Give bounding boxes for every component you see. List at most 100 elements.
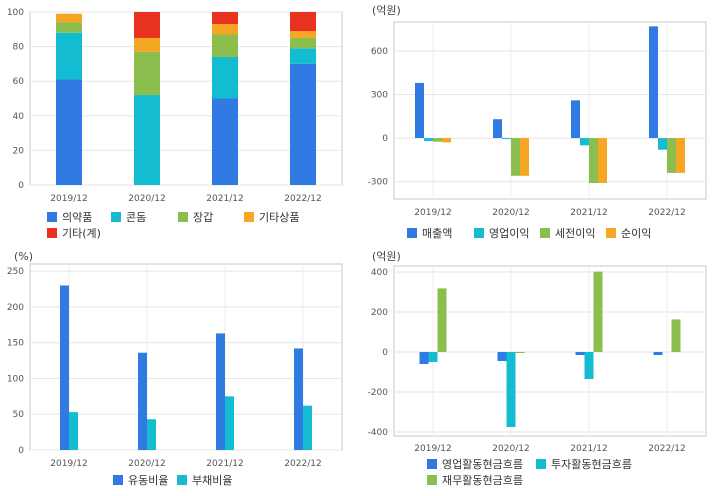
y-tick-label: 300 bbox=[371, 91, 388, 101]
legend-swatch bbox=[47, 228, 57, 238]
x-tick-label: 2019/12 bbox=[414, 208, 451, 218]
legend-swatch bbox=[178, 212, 188, 222]
bar-segment bbox=[56, 22, 82, 33]
bar bbox=[497, 352, 507, 361]
bar bbox=[60, 285, 69, 450]
bar bbox=[571, 100, 580, 139]
bar-segment bbox=[212, 12, 238, 25]
x-tick-label: 2021/12 bbox=[206, 194, 243, 204]
bar bbox=[653, 352, 663, 355]
legend-swatch bbox=[47, 212, 57, 222]
plot-frame bbox=[393, 21, 707, 200]
legend-swatch bbox=[111, 212, 121, 222]
bar-segment bbox=[134, 51, 160, 96]
legend-label: 장갑 bbox=[193, 211, 213, 224]
x-tick-label: 2022/12 bbox=[284, 459, 321, 469]
y-tick-label: 80 bbox=[13, 43, 25, 53]
bar bbox=[69, 412, 78, 450]
bar bbox=[419, 352, 429, 364]
legend-label: 투자활동현금흐름 bbox=[551, 457, 632, 471]
legend-label: 영업이익 bbox=[489, 227, 529, 240]
x-tick-label: 2021/12 bbox=[570, 444, 607, 454]
bar-segment bbox=[212, 24, 238, 35]
legend-swatch bbox=[606, 228, 616, 238]
bar bbox=[303, 405, 312, 450]
legend-label: 순이익 bbox=[621, 227, 651, 240]
bar-segment bbox=[212, 56, 238, 99]
bar bbox=[593, 271, 603, 352]
bar bbox=[580, 138, 589, 146]
bar-segment bbox=[290, 31, 316, 38]
y-tick-label: 50 bbox=[13, 410, 25, 420]
y-tick-label: 100 bbox=[7, 8, 24, 18]
bar bbox=[649, 26, 658, 139]
legend-label: 기타상품 bbox=[259, 211, 299, 224]
bar-segment bbox=[290, 48, 316, 64]
bar-segment bbox=[134, 95, 160, 185]
legend-swatch bbox=[113, 475, 123, 485]
x-tick-label: 2019/12 bbox=[50, 459, 87, 469]
legend-swatch bbox=[540, 228, 550, 238]
legend-swatch bbox=[427, 475, 437, 485]
y-tick-label: 0 bbox=[18, 446, 24, 456]
bar bbox=[584, 352, 594, 379]
chart-product-mix: 0 20 40 60 80 100 2019/12 2020/12 2021/12 2022/12… bbox=[7, 8, 343, 240]
bar bbox=[216, 333, 225, 450]
y-tick-label: -400 bbox=[368, 428, 389, 438]
bar bbox=[598, 138, 607, 184]
x-tick-label: 2021/12 bbox=[206, 459, 243, 469]
bar bbox=[225, 396, 234, 450]
bar-segment bbox=[56, 32, 82, 80]
y-tick-label: 600 bbox=[371, 47, 388, 57]
legend-swatch bbox=[244, 212, 254, 222]
x-tick-label: 2020/12 bbox=[492, 444, 529, 454]
y-tick-label: 60 bbox=[13, 77, 25, 87]
y-tick-label: 40 bbox=[13, 112, 25, 122]
x-tick-label: 2019/12 bbox=[50, 194, 87, 204]
x-tick-label: 2022/12 bbox=[284, 194, 321, 204]
bar-segment bbox=[212, 98, 238, 185]
x-tick-label: 2020/12 bbox=[128, 194, 165, 204]
y-tick-label: 20 bbox=[13, 146, 25, 156]
bar bbox=[502, 138, 511, 140]
y-tick-label: 100 bbox=[7, 374, 24, 384]
x-tick-label: 2019/12 bbox=[414, 444, 451, 454]
y-tick-label: 0 bbox=[18, 181, 24, 191]
bar-segment bbox=[212, 34, 238, 57]
legend-label: 재무활동현금흐름 bbox=[442, 473, 523, 487]
x-tick-label: 2020/12 bbox=[128, 459, 165, 469]
bar bbox=[520, 138, 529, 176]
bar-segment bbox=[134, 37, 160, 52]
bar-segment bbox=[290, 63, 316, 185]
legend-label: 영업활동현금흐름 bbox=[442, 457, 523, 471]
y-tick-label: -200 bbox=[368, 388, 389, 398]
legend-label: 기타(계) bbox=[62, 227, 101, 240]
bar bbox=[676, 138, 685, 173]
legend-swatch bbox=[536, 459, 546, 469]
chart-cashflow: -400 -200 0 200 400 2019/12 2020/12 2021/12 2022… bbox=[368, 250, 707, 487]
bar bbox=[437, 288, 447, 352]
y-tick-label: 200 bbox=[371, 308, 388, 318]
legend-label: 유동비율 bbox=[128, 474, 168, 487]
bar bbox=[589, 138, 598, 184]
y-tick-label: 0 bbox=[382, 134, 388, 144]
y-tick-label: 250 bbox=[7, 267, 24, 277]
legend-label: 콘돔 bbox=[126, 211, 146, 224]
bar bbox=[147, 419, 156, 450]
unit-label: (억원) bbox=[372, 4, 401, 17]
bar bbox=[515, 352, 525, 353]
bar bbox=[428, 352, 438, 362]
x-tick-label: 2022/12 bbox=[648, 208, 685, 218]
chart-income: -300 0 300 600 2019/12 2020/12 2021/12 2022/12 매… bbox=[368, 4, 707, 240]
y-tick-label: 0 bbox=[382, 348, 388, 358]
bar bbox=[433, 138, 442, 142]
x-tick-label: 2022/12 bbox=[648, 444, 685, 454]
bar bbox=[511, 138, 520, 176]
y-tick-label: 200 bbox=[7, 303, 24, 313]
y-tick-label: 400 bbox=[371, 268, 388, 278]
bar-segment bbox=[290, 12, 316, 32]
chart-ratios: 0 50 100 150 200 250 2019/12 2020/12 2021/12 2022… bbox=[7, 250, 343, 487]
bar-segment bbox=[290, 37, 316, 49]
bar-segment bbox=[134, 12, 160, 38]
